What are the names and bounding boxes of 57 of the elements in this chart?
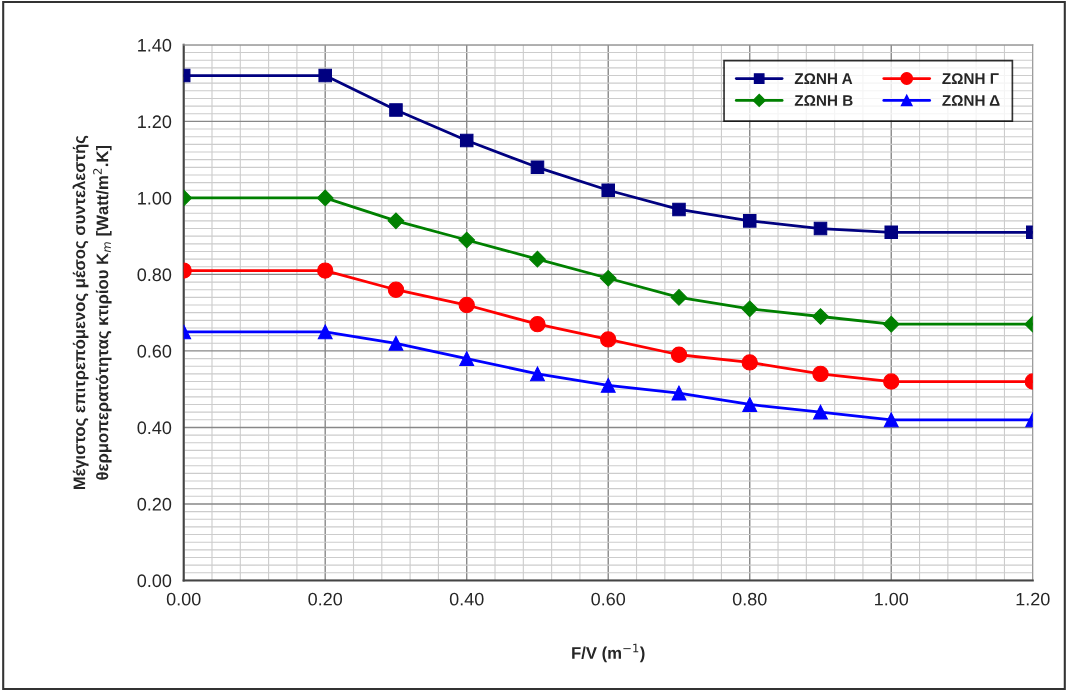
y-tick-label: 0.40 <box>137 421 172 435</box>
point <box>813 221 828 236</box>
legend-label: ΖΩΝΗ Β <box>794 95 853 106</box>
point <box>529 250 546 268</box>
legend-label: ΖΩΝΗ Δ <box>942 95 1000 106</box>
point <box>883 412 899 428</box>
x-axis-title: F/V (m$^{−1}$) <box>572 643 645 663</box>
point <box>813 404 828 420</box>
point <box>317 324 333 340</box>
point <box>316 189 334 207</box>
y-tick-label: 0.20 <box>137 497 172 511</box>
point <box>741 354 758 371</box>
x-tick-label: 1.00 <box>875 592 909 606</box>
x-tick-label: 0.20 <box>308 592 343 606</box>
point <box>600 331 617 348</box>
point <box>458 296 475 314</box>
y-tick-label: 0.80 <box>137 268 172 282</box>
point <box>670 346 688 363</box>
point <box>812 308 829 325</box>
x-tick-label: 1.20 <box>1016 592 1050 606</box>
point <box>388 335 404 351</box>
point <box>317 262 334 279</box>
point <box>529 315 546 333</box>
point <box>884 225 899 240</box>
point <box>389 103 403 117</box>
point <box>459 133 474 148</box>
point <box>599 269 617 287</box>
x-tick-label: 0.60 <box>591 592 626 606</box>
y-tick-label: 1.20 <box>138 115 172 129</box>
point <box>530 160 545 175</box>
y-tick-label: 0.60 <box>137 344 172 358</box>
y-axis-title: Μέγιστος επιτρεπόμενος μέσος συντελεστής θερμοπερατότητας κτιρίου K$_{m}$ [Watt/m$^{2}$.K] <box>72 135 112 490</box>
point <box>530 366 545 382</box>
point <box>742 397 758 412</box>
point <box>741 300 759 318</box>
point <box>318 68 332 83</box>
y-tick-label: 1.00 <box>138 191 172 205</box>
x-tick-label: 0.80 <box>732 592 767 606</box>
point <box>672 202 686 217</box>
point <box>600 377 616 393</box>
y-tick-label: 0.00 <box>137 574 172 588</box>
point <box>742 214 757 228</box>
point <box>387 212 405 230</box>
point <box>601 183 615 198</box>
x-tick-label: 0.40 <box>449 592 484 606</box>
point <box>459 351 475 367</box>
point <box>387 281 405 298</box>
y-tick-label: 1.40 <box>138 38 172 52</box>
point <box>882 315 900 333</box>
point <box>458 231 476 249</box>
legend-label: ΖΩΝΗ Α <box>794 73 853 84</box>
point <box>671 385 687 401</box>
point <box>883 373 900 390</box>
x-tick-label: 0.00 <box>166 592 201 606</box>
legend-label: ΖΩΝΗ Γ <box>942 73 999 84</box>
point <box>670 289 688 306</box>
point <box>812 365 829 383</box>
